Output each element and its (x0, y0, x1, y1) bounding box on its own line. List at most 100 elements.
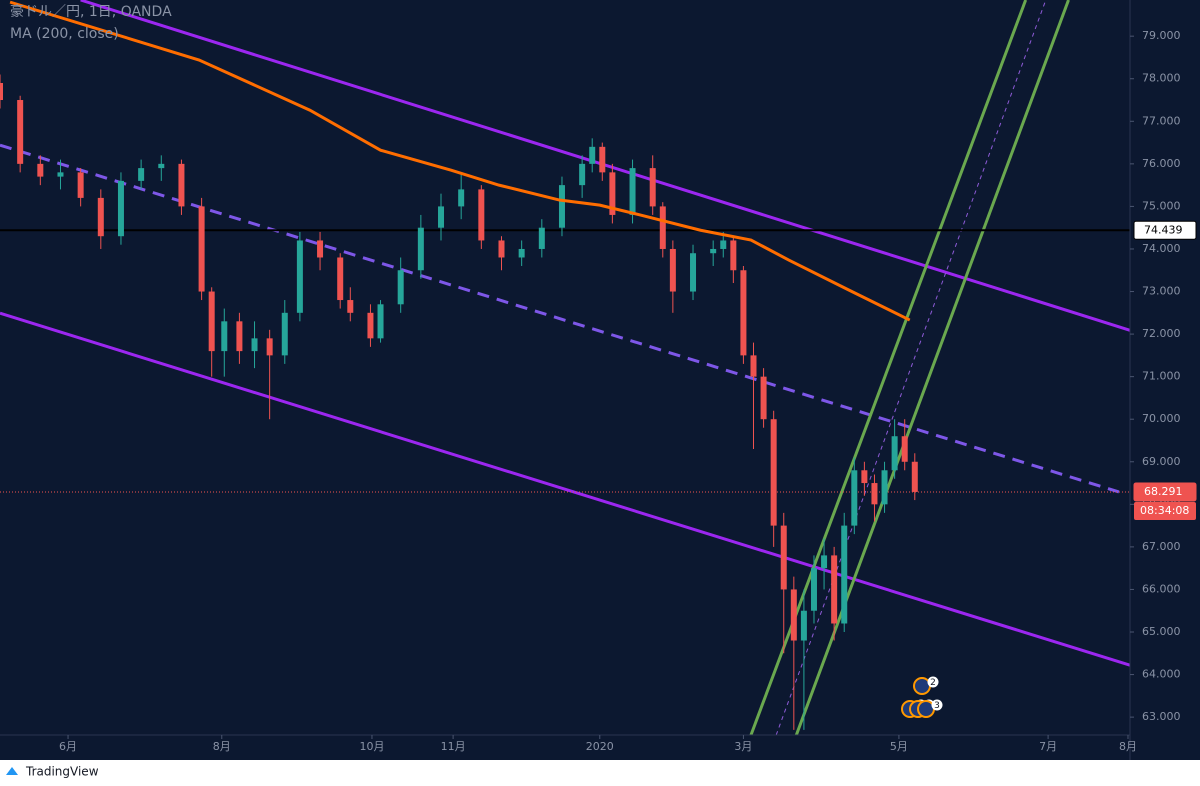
candle-body (599, 146, 606, 173)
candle-body (851, 470, 858, 526)
candle-body (780, 525, 787, 590)
candle-body (377, 304, 384, 339)
plot-area (0, 0, 1130, 735)
candle-body (710, 248, 717, 254)
y-tick-label: 71.000 (1142, 370, 1181, 383)
y-tick-label: 75.000 (1142, 199, 1181, 212)
y-tick-label: 77.000 (1142, 114, 1181, 127)
trend-line (80, 0, 1130, 332)
candle-body (690, 253, 697, 292)
candle-body (558, 185, 565, 228)
candle-body (367, 312, 374, 339)
y-tick-label: 79.000 (1142, 29, 1181, 42)
y-tick-label: 78.000 (1142, 72, 1181, 85)
y-tick-label: 74.000 (1142, 242, 1181, 255)
candle-body (208, 291, 215, 352)
y-tick-label: 72.000 (1142, 327, 1181, 340)
candle-body (790, 589, 797, 641)
brand-logo (6, 767, 18, 775)
countdown-box (1134, 501, 1196, 520)
y-tick-label: 63.000 (1142, 710, 1181, 723)
candle-body (236, 321, 243, 352)
y-tick-label: 64.000 (1142, 668, 1181, 681)
x-tick-label: 3月 (734, 740, 752, 753)
candle-body (17, 100, 24, 164)
y-tick-label: 69.000 (1142, 455, 1181, 468)
moving-average (9, 0, 911, 322)
candle-body (740, 270, 747, 356)
candle-body (498, 240, 505, 258)
candle-body (281, 312, 288, 356)
x-tick-label: 11月 (441, 740, 466, 753)
candle-body (117, 180, 124, 237)
trend-line (0, 311, 1130, 667)
candle-body (730, 240, 737, 271)
candle-body (649, 168, 656, 207)
candle-body (337, 257, 344, 301)
candle-body (221, 321, 228, 352)
candle-body (669, 248, 676, 292)
event-count: 3 (934, 701, 940, 711)
candle-body (881, 470, 888, 505)
brand-name: TradingView (25, 765, 99, 779)
candle-body (810, 568, 817, 611)
candle-body (138, 168, 145, 181)
event-badge[interactable] (913, 677, 931, 695)
candle-body (417, 227, 424, 271)
event-count-bg (931, 699, 943, 711)
candle-body (178, 163, 185, 207)
x-tick-label: 8月 (213, 740, 231, 753)
candle-body (458, 189, 465, 207)
chart-title: 豪ドル／円, 1日, OANDA (10, 4, 172, 20)
candle-body (266, 338, 273, 356)
candle-body (251, 338, 258, 352)
candle-body (609, 172, 616, 215)
event-count: 2 (930, 678, 936, 688)
candle-body (831, 555, 838, 624)
candle-body (821, 555, 828, 569)
candle-body (296, 240, 303, 313)
candle-body (770, 419, 777, 526)
y-tick-label: 76.000 (1142, 157, 1181, 170)
candle-body (629, 168, 636, 215)
candle-body (478, 189, 485, 241)
indicator-label: MA (200, close) (10, 26, 119, 42)
candle-body (589, 146, 596, 164)
candle-body (347, 300, 354, 313)
x-tick-label: 8月 (1119, 740, 1137, 753)
price-label-box (1133, 482, 1197, 502)
candle-body (37, 163, 44, 177)
candle-body (0, 82, 3, 101)
y-tick-label: 73.000 (1142, 285, 1181, 298)
y-tick-label: 65.000 (1142, 625, 1181, 638)
x-tick-label: 5月 (890, 740, 908, 753)
candle-body (861, 470, 868, 484)
candle-body (97, 197, 104, 237)
candle-body (841, 525, 848, 624)
candle-body (77, 172, 84, 198)
candle-body (438, 206, 445, 228)
footer (0, 760, 1200, 782)
candle-body (158, 163, 165, 169)
x-tick-label: 7月 (1039, 740, 1057, 753)
price-label: 74.439 (1144, 223, 1183, 236)
trend-line (0, 143, 1120, 494)
y-tick-label: 66.000 (1142, 582, 1181, 595)
candle-body (579, 163, 586, 186)
event-badge[interactable] (917, 700, 935, 718)
candle-body (317, 240, 324, 258)
candle-body (891, 436, 898, 471)
candle-body (871, 483, 878, 505)
candle-body (397, 270, 404, 305)
price-label: 68.291 (1144, 485, 1183, 498)
candle-body (720, 240, 727, 249)
chart-background (0, 0, 1200, 760)
trend-line (775, 0, 1047, 735)
candle-body (198, 206, 205, 292)
x-tick-label: 10月 (359, 740, 384, 753)
candle-body (750, 355, 757, 377)
candle-body (911, 461, 918, 492)
candle-body (538, 227, 545, 249)
y-tick-label: 67.000 (1142, 540, 1181, 553)
